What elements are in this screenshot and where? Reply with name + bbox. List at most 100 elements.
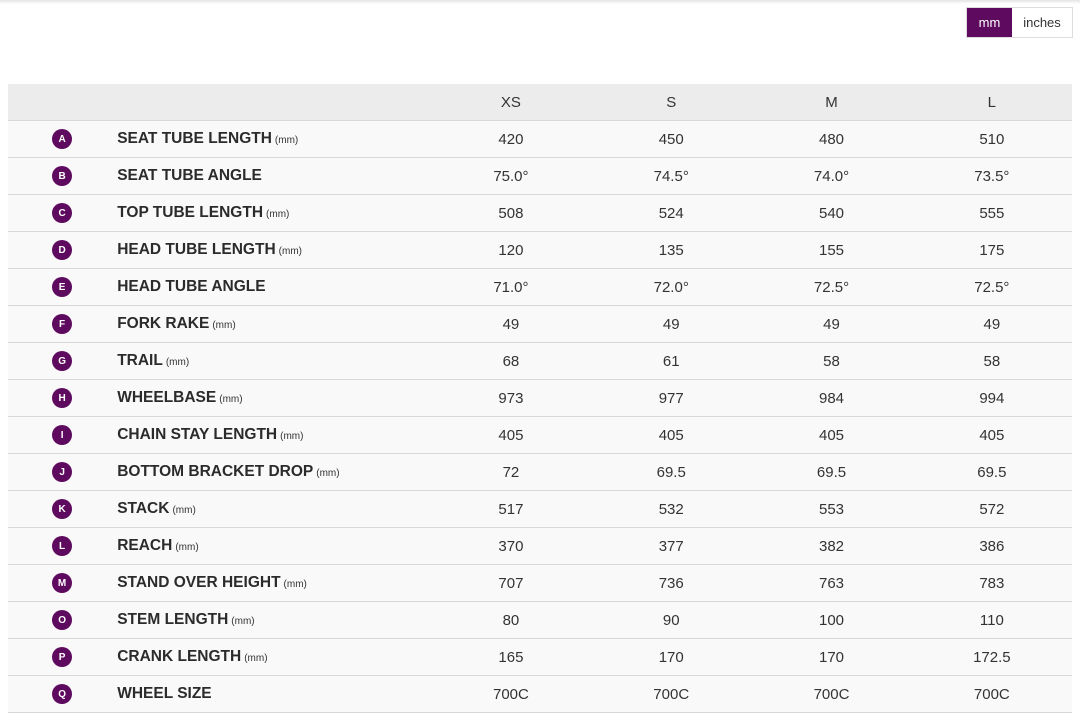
value-cell: 72 [430,453,592,491]
measure-label: STEM LENGTH (mm) [116,601,431,639]
table-row: M STAND OVER HEIGHT (mm) 707 736 763 783 [8,564,1072,602]
measure-label: FORK RAKE (mm) [116,305,431,343]
value-cell: 510 [911,120,1072,158]
value-cell: 72.5° [911,268,1072,306]
letter-badge: O [52,610,73,631]
value-cell: 763 [751,564,912,602]
letter-badge: F [52,314,73,335]
measure-label: CHAIN STAY LENGTH (mm) [116,416,431,454]
letter-badge: J [52,462,73,483]
measure-name: SEAT TUBE ANGLE [117,167,262,184]
value-cell: 75.0° [430,157,592,195]
measure-name: STEM LENGTH [117,611,229,628]
measure-name: CHAIN STAY LENGTH [117,426,278,443]
letter-badge: K [52,499,73,520]
letter-badge: H [52,388,73,409]
table-row: I CHAIN STAY LENGTH (mm) 405 405 405 405 [8,416,1072,454]
value-cell: 49 [911,305,1072,343]
table-row: C TOP TUBE LENGTH (mm) 508 524 540 555 [8,194,1072,232]
table-row: D HEAD TUBE LENGTH (mm) 120 135 155 175 [8,231,1072,269]
value-cell: 69.5 [591,453,752,491]
measure-unit: (mm) [219,394,243,405]
header-size: M [751,84,912,121]
letter-badge: I [52,425,73,446]
measure-name: STACK [117,500,170,517]
letter-cell: O [8,601,117,639]
measure-label: STACK (mm) [116,490,431,528]
value-cell: 110 [911,601,1072,639]
value-cell: 49 [591,305,752,343]
value-cell: 420 [430,120,592,158]
measure-label: REACH (mm) [116,527,431,565]
letter-badge: B [52,166,73,187]
value-cell: 524 [591,194,752,232]
value-cell: 170 [591,638,752,676]
measure-label: WHEEL SIZE [116,675,431,713]
value-cell: 736 [591,564,752,602]
header-size: L [911,84,1072,121]
value-cell: 69.5 [751,453,912,491]
value-cell: 61 [591,342,752,380]
top-shadow [0,0,1080,4]
letter-badge: G [52,351,73,372]
letter-cell: A [8,120,117,158]
measure-unit: (mm) [175,542,199,553]
measure-name: WHEEL SIZE [117,685,212,702]
value-cell: 377 [591,527,752,565]
unit-toggle[interactable]: mm inches [966,7,1073,38]
letter-cell: P [8,638,117,676]
unit-mm-button[interactable]: mm [967,8,1012,37]
value-cell: 984 [751,379,912,417]
letter-cell: L [8,527,117,565]
value-cell: 555 [911,194,1072,232]
value-cell: 49 [751,305,912,343]
value-cell: 480 [751,120,912,158]
measure-unit: (mm) [274,135,299,146]
measure-label: BOTTOM BRACKET DROP (mm) [116,453,431,491]
letter-cell: F [8,305,117,343]
letter-badge: E [52,277,73,298]
value-cell: 175 [911,231,1072,269]
measure-name: TOP TUBE LENGTH [117,204,264,221]
measure-name: BOTTOM BRACKET DROP [117,463,314,480]
unit-inches-button[interactable]: inches [1012,8,1072,37]
measure-name: TRAIL [117,352,163,369]
measure-label: CRANK LENGTH (mm) [116,638,431,676]
value-cell: 386 [911,527,1072,565]
value-cell: 58 [911,342,1072,380]
value-cell: 165 [430,638,592,676]
measure-label: HEAD TUBE LENGTH (mm) [116,231,431,269]
measure-label: STAND OVER HEIGHT (mm) [116,564,431,602]
value-cell: 783 [911,564,1072,602]
measure-unit: (mm) [278,246,302,257]
letter-badge: L [52,536,73,557]
value-cell: 700C [751,675,912,713]
measure-label: TOP TUBE LENGTH (mm) [116,194,431,232]
measure-label: HEAD TUBE ANGLE [116,268,431,306]
value-cell: 68 [430,342,592,380]
value-cell: 69.5 [911,453,1072,491]
table-row: A SEAT TUBE LENGTH (mm) 420 450 480 510 [8,120,1072,158]
value-cell: 80 [430,601,592,639]
measure-label: SEAT TUBE LENGTH (mm) [116,120,431,158]
value-cell: 532 [591,490,752,528]
value-cell: 994 [911,379,1072,417]
value-cell: 517 [430,490,592,528]
measure-unit: (mm) [280,431,304,442]
value-cell: 700C [911,675,1072,713]
letter-cell: C [8,194,117,232]
value-cell: 172.5 [911,638,1072,676]
measure-name: CRANK LENGTH [117,648,242,665]
letter-badge: A [52,129,73,150]
value-cell: 155 [751,231,912,269]
measure-label: TRAIL (mm) [116,342,431,380]
table-row: Q WHEEL SIZE 700C 700C 700C 700C [8,675,1072,713]
value-cell: 405 [430,416,592,454]
value-cell: 72.5° [751,268,912,306]
value-cell: 74.0° [751,157,912,195]
measure-name: REACH [117,537,173,554]
table-row: O STEM LENGTH (mm) 80 90 100 110 [8,601,1072,639]
table-row: H WHEELBASE (mm) 973 977 984 994 [8,379,1072,417]
value-cell: 540 [751,194,912,232]
measure-unit: (mm) [316,468,340,479]
